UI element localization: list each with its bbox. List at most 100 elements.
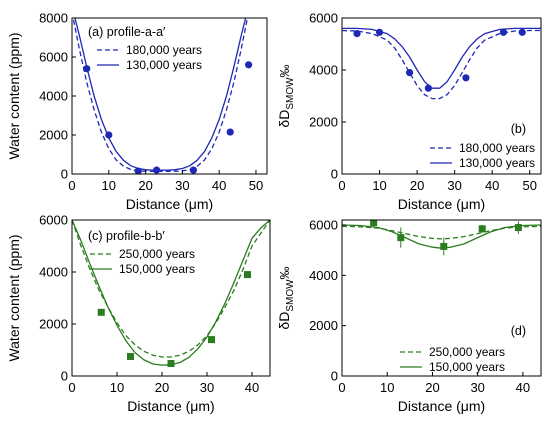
panel-annotation: (b) (511, 122, 526, 136)
x-tick-label: 40 (245, 380, 259, 395)
data-point (353, 29, 361, 38)
y-axis-label-subscript: SMOW (285, 279, 296, 312)
y-tick-label: 0 (61, 167, 68, 182)
chart-panel-c: 0 10 20 30 40 0 2000 4000 6000 Distance (μm) Water… (6, 213, 271, 414)
y-tick-label: 4000 (39, 265, 68, 280)
y-tick-label: 6000 (309, 218, 338, 233)
y-axis-label-unit: ‰ (277, 266, 292, 279)
y-tick-label: 4000 (309, 268, 338, 283)
x-tick-label: 10 (102, 178, 116, 193)
y-axis-label: Water content (ppm) (6, 32, 22, 159)
y-tick-label: 2000 (309, 318, 338, 333)
plot-frame (341, 17, 542, 175)
y-tick-label: 6000 (39, 213, 68, 228)
data-point (153, 166, 161, 174)
legend-label: 250,000 years (429, 345, 505, 359)
y-axis-label: δDSMOW‰ (276, 64, 296, 127)
series-group (72, 220, 270, 368)
x-tick-label: 40 (212, 178, 226, 193)
y-tick-label: 6000 (309, 11, 338, 26)
legend-label: 180,000 years (459, 141, 535, 155)
y-tick-label: 2000 (39, 128, 68, 143)
y-tick-label: 4000 (39, 89, 68, 104)
series-group (72, 18, 253, 174)
chart-panel-b: 0 10 20 30 40 50 0 2000 4000 6000 Distance (μm) δDS… (276, 11, 542, 212)
x-tick-label: 10 (380, 380, 394, 395)
series-line (72, 18, 249, 172)
x-tick-label: 40 (485, 178, 499, 193)
data-point (370, 220, 378, 227)
x-tick-label: 10 (372, 178, 386, 193)
x-tick-label: 20 (155, 380, 169, 395)
data-point (245, 61, 253, 69)
chart-panel-d: 0 10 20 30 40 0 2000 4000 6000 Distance (μm) δDSMO… (276, 218, 542, 414)
y-tick-label: 6000 (39, 50, 68, 65)
legend-label: 150,000 years (119, 262, 195, 276)
data-point (208, 336, 215, 344)
y-tick-label: 0 (331, 369, 338, 384)
data-point (105, 131, 113, 139)
y-tick-label: 2000 (39, 317, 68, 332)
data-point (424, 84, 432, 92)
x-axis-label: Distance (μm) (126, 196, 213, 212)
x-tick-label: 20 (425, 380, 439, 395)
data-point (397, 234, 405, 242)
data-point (83, 65, 91, 73)
panel-annotation: (a) profile-a-a′ (88, 25, 166, 39)
y-axis-label: Water content (ppm) (6, 234, 22, 361)
y-axis-label: δDSMOW‰ (276, 266, 296, 329)
panel-annotation: (c) profile-b-b′ (88, 229, 165, 243)
legend-label: 150,000 years (429, 360, 505, 374)
plot-frame (71, 17, 268, 175)
x-tick-label: 10 (110, 380, 124, 395)
x-tick-label: 40 (516, 380, 530, 395)
data-point (462, 74, 470, 82)
plot-frame (341, 219, 542, 377)
y-tick-label: 0 (331, 167, 338, 182)
y-tick-label: 4000 (309, 63, 338, 78)
data-point (167, 360, 175, 368)
x-tick-label: 0 (338, 380, 345, 395)
legend-label: 180,000 years (126, 43, 202, 57)
legend-label: 250,000 years (119, 247, 195, 261)
data-point (375, 28, 384, 36)
data-point (97, 308, 105, 316)
x-tick-label: 30 (175, 178, 189, 193)
series-line (74, 18, 247, 171)
series-line (342, 225, 541, 240)
data-point (226, 128, 234, 136)
y-axis-label-unit: ‰ (277, 64, 292, 77)
plot-frame (71, 219, 271, 377)
x-tick-label: 30 (470, 380, 484, 395)
x-tick-label: 20 (410, 178, 424, 193)
x-tick-label: 0 (68, 178, 75, 193)
x-tick-label: 30 (200, 380, 214, 395)
series-group (342, 220, 541, 256)
y-tick-label: 0 (61, 369, 68, 384)
data-point (244, 271, 251, 279)
y-tick-label: 8000 (39, 11, 68, 26)
series-line (342, 29, 541, 100)
y-axis-label-subscript: SMOW (285, 77, 296, 110)
data-point (405, 69, 414, 77)
data-point (189, 166, 198, 174)
x-axis-label: Distance (μm) (398, 398, 485, 414)
x-tick-label: 50 (249, 178, 263, 193)
x-tick-label: 30 (447, 178, 461, 193)
x-axis-label: Distance (μm) (127, 398, 214, 414)
panel-annotation: (d) (511, 324, 526, 338)
x-tick-label: 0 (68, 380, 75, 395)
chart-panel-a: 0 10 20 30 40 50 0 2000 4000 6000 8000 Distance (μm… (6, 11, 268, 212)
series-group (342, 27, 541, 100)
data-point (134, 167, 142, 174)
data-point (440, 242, 448, 250)
series-line (342, 27, 541, 89)
legend-label: 130,000 years (126, 58, 202, 72)
data-point (478, 225, 486, 233)
x-tick-label: 0 (338, 178, 345, 193)
x-axis-label: Distance (μm) (398, 196, 485, 212)
